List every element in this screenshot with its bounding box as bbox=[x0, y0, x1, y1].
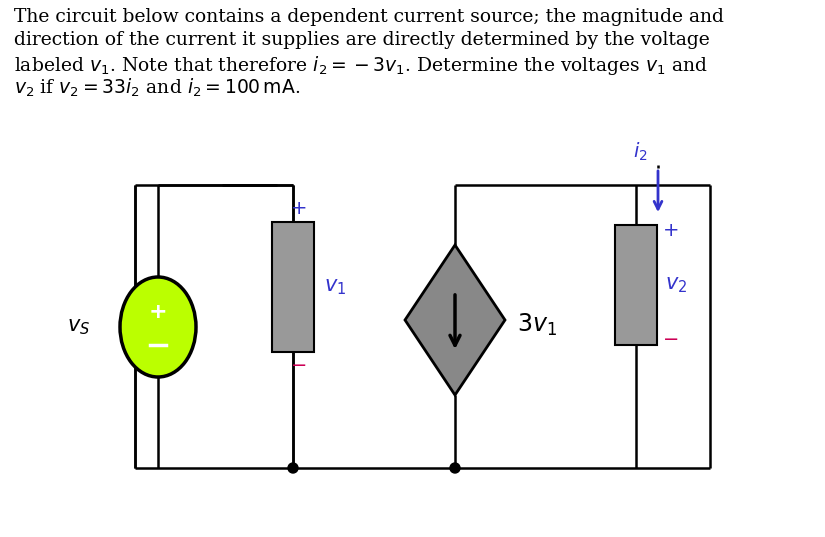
Text: $v_2$: $v_2$ bbox=[665, 275, 687, 295]
Text: The circuit below contains a dependent current source; the magnitude and: The circuit below contains a dependent c… bbox=[14, 8, 724, 26]
Text: $v_1$: $v_1$ bbox=[324, 277, 346, 297]
Circle shape bbox=[288, 463, 298, 473]
Text: −: − bbox=[290, 357, 307, 375]
Text: $v_2$ if $v_2 = 33i_2$ and $i_2 = 100\,\mathrm{mA}$.: $v_2$ if $v_2 = 33i_2$ and $i_2 = 100\,\… bbox=[14, 77, 300, 99]
Text: direction of the current it supplies are directly determined by the voltage: direction of the current it supplies are… bbox=[14, 31, 710, 49]
Text: labeled $v_1$. Note that therefore $i_2 = -3v_1$. Determine the voltages $v_1$ a: labeled $v_1$. Note that therefore $i_2 … bbox=[14, 54, 708, 77]
Circle shape bbox=[450, 463, 460, 473]
Ellipse shape bbox=[120, 277, 196, 377]
Bar bbox=[272, 222, 314, 352]
Polygon shape bbox=[405, 245, 505, 395]
Bar bbox=[615, 225, 657, 345]
Text: $v_S$: $v_S$ bbox=[67, 317, 90, 337]
Text: +: + bbox=[663, 221, 680, 240]
Text: $i_2$: $i_2$ bbox=[634, 141, 648, 163]
Text: $3v_1$: $3v_1$ bbox=[517, 312, 557, 338]
Text: +: + bbox=[290, 199, 307, 217]
Text: −: − bbox=[663, 330, 679, 350]
Text: +: + bbox=[148, 302, 167, 322]
